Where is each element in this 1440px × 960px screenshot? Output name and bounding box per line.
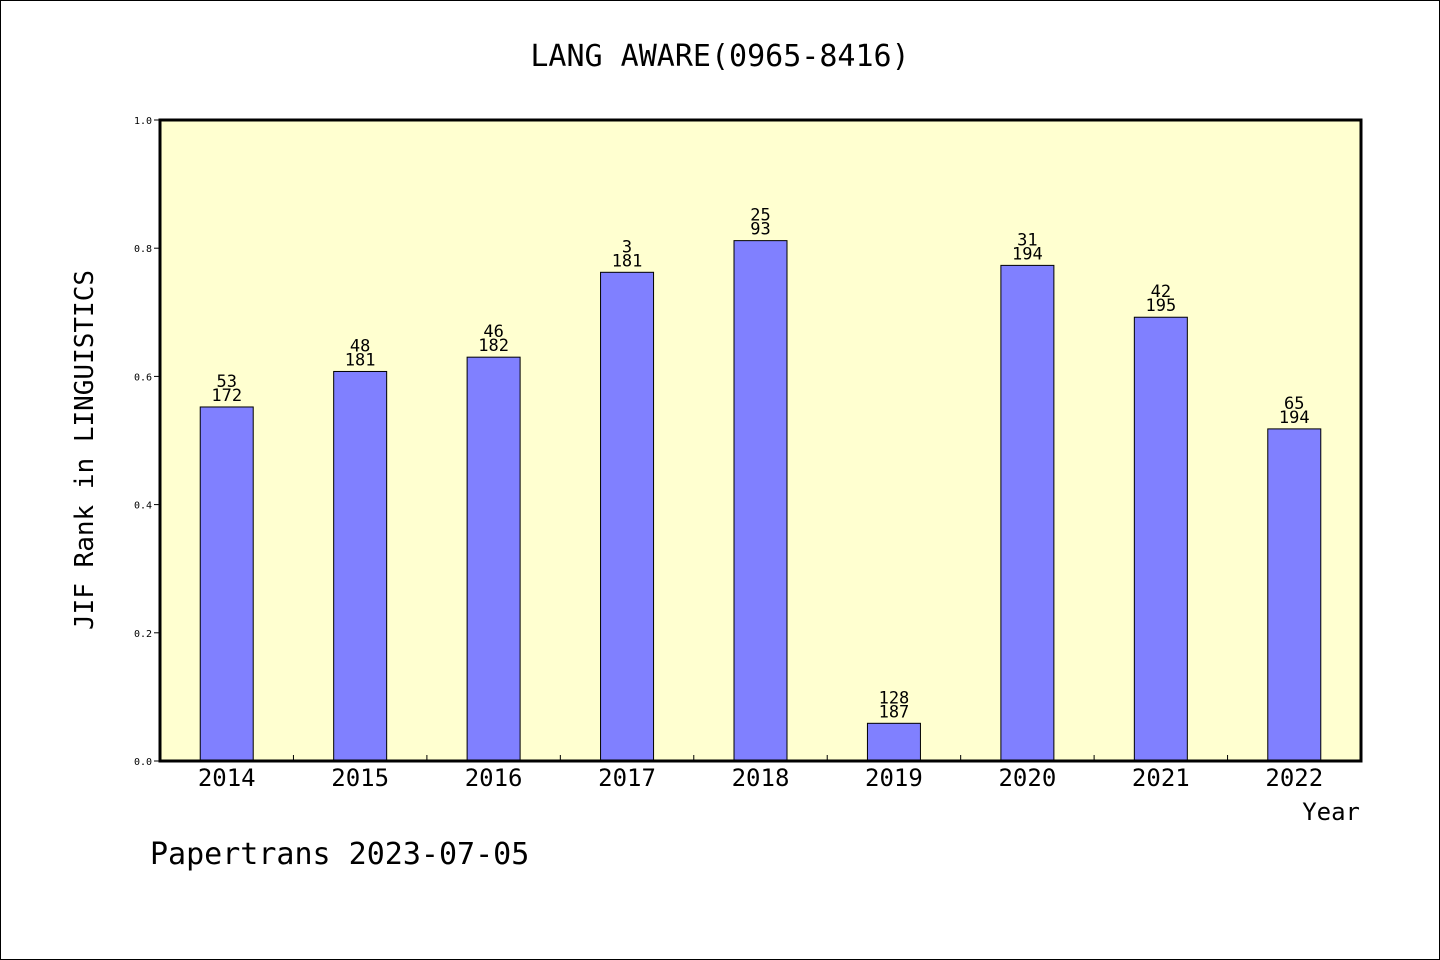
bar-total-label: 194: [1012, 244, 1043, 264]
bar: [1267, 428, 1322, 762]
y-axis: 0.0 0.2 0.4 0.6 0.8 1.0: [134, 116, 160, 768]
x-axis: 2014 2015 2016 2017 2018 2019 2020 2021 2022: [198, 755, 1323, 792]
bar-rank-label: 48: [350, 336, 370, 356]
x-tick-label: 2016: [465, 764, 523, 792]
bar-rank-label: 128: [879, 688, 910, 708]
bar: [1133, 316, 1188, 762]
chart-title: LANG AWARE(0965-8416): [530, 39, 909, 74]
plot-border: [158, 118, 1363, 763]
bar-total-label: 187: [879, 702, 910, 722]
bar: [600, 271, 655, 762]
bar: [199, 406, 254, 762]
bar: [466, 356, 521, 762]
x-tick-label: 2022: [1265, 764, 1323, 792]
bar-rank-label: 46: [483, 322, 503, 342]
y-tick-label: 0.2: [134, 629, 152, 640]
x-tick-label: 2019: [865, 764, 923, 792]
y-tick-label: 0.0: [134, 757, 152, 768]
bar-total-label: 182: [478, 336, 509, 356]
bar: [733, 240, 788, 762]
bar: [866, 722, 921, 762]
bar-rank-label: 53: [216, 372, 236, 392]
bar-rank-label: 65: [1284, 394, 1304, 414]
bar: [1000, 264, 1055, 762]
x-tick-label: 2014: [198, 764, 256, 792]
bar-rank-label: 3: [622, 237, 632, 257]
bar-rank-label: 42: [1151, 282, 1171, 302]
x-tick-label: 2021: [1132, 764, 1190, 792]
x-axis-label: Year: [1302, 798, 1360, 826]
bar-rank-label: 31: [1017, 230, 1037, 250]
y-axis-label: JIF Rank in LINGUISTICS: [70, 270, 100, 630]
y-tick-label: 1.0: [134, 116, 152, 127]
bar-rank-label: 25: [750, 206, 770, 226]
x-tick-label: 2020: [998, 764, 1056, 792]
bar-total-label: 172: [211, 386, 242, 406]
bar-total-label: 181: [612, 251, 643, 271]
bar-total-label: 195: [1145, 296, 1176, 316]
bar: [333, 370, 388, 762]
bar-total-label: 93: [750, 220, 770, 240]
bar-total-label: 194: [1279, 408, 1310, 428]
x-tick-label: 2018: [732, 764, 790, 792]
y-tick-label: 0.6: [134, 372, 152, 383]
x-tick-label: 2017: [598, 764, 656, 792]
footer-text: Papertrans 2023-07-05: [150, 837, 529, 872]
y-tick-label: 0.8: [134, 244, 152, 255]
x-tick-label: 2015: [331, 764, 389, 792]
bars-group: 5317248181461823181259312818731194421956…: [199, 206, 1322, 762]
bar-total-label: 181: [345, 350, 376, 370]
y-tick-label: 0.4: [134, 501, 152, 512]
